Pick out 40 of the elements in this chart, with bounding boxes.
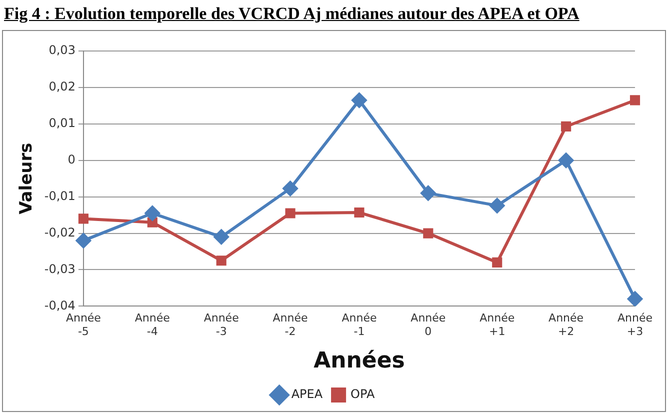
point [352, 92, 367, 108]
point [558, 152, 574, 168]
point [354, 207, 364, 218]
point [144, 206, 160, 221]
y-tick-label: -0,03 [44, 262, 76, 276]
x-tick-label: Année -5 [66, 312, 102, 338]
y-tick-label: -0,02 [44, 225, 76, 240]
point [628, 291, 642, 306]
legend-label: APEA [291, 387, 324, 402]
point [216, 256, 226, 266]
point [285, 208, 296, 218]
x-axis-title: Années [314, 348, 405, 374]
x-tick-label: Année +2 [548, 312, 584, 338]
x-tick-label: Année 0 [410, 312, 446, 338]
y-tick-label: -0,01 [44, 188, 76, 203]
y-tick-label: 0,03 [48, 43, 76, 58]
point [630, 95, 640, 106]
point [214, 229, 229, 244]
x-tick-label: Année -2 [272, 312, 308, 338]
y-tick-label: -0,04 [44, 298, 76, 312]
x-tick-label: Année -1 [342, 312, 377, 338]
chart-title: Fig 4 : Evolution temporelle des VCRCD Aj médianes autour des APEA et OPA [4, 4, 580, 24]
point [420, 186, 436, 201]
y-tick-label: 0,02 [48, 80, 76, 94]
legend-label: OPA [350, 387, 376, 402]
point [78, 214, 88, 224]
point [282, 180, 298, 196]
point [147, 217, 158, 228]
x-tick-label: Année +1 [480, 312, 515, 338]
y-tick-label: 0 [68, 152, 76, 166]
x-tick-label: Année -3 [204, 312, 240, 338]
point [76, 233, 91, 248]
x-tick-label: Année -4 [134, 312, 170, 338]
point [423, 228, 434, 238]
point [561, 121, 572, 132]
y-axis-title: Valeurs [16, 142, 37, 214]
point [492, 257, 502, 268]
x-tick-label: Année +3 [617, 312, 653, 338]
point [490, 198, 505, 214]
y-tick-label: 0,01 [48, 116, 76, 130]
